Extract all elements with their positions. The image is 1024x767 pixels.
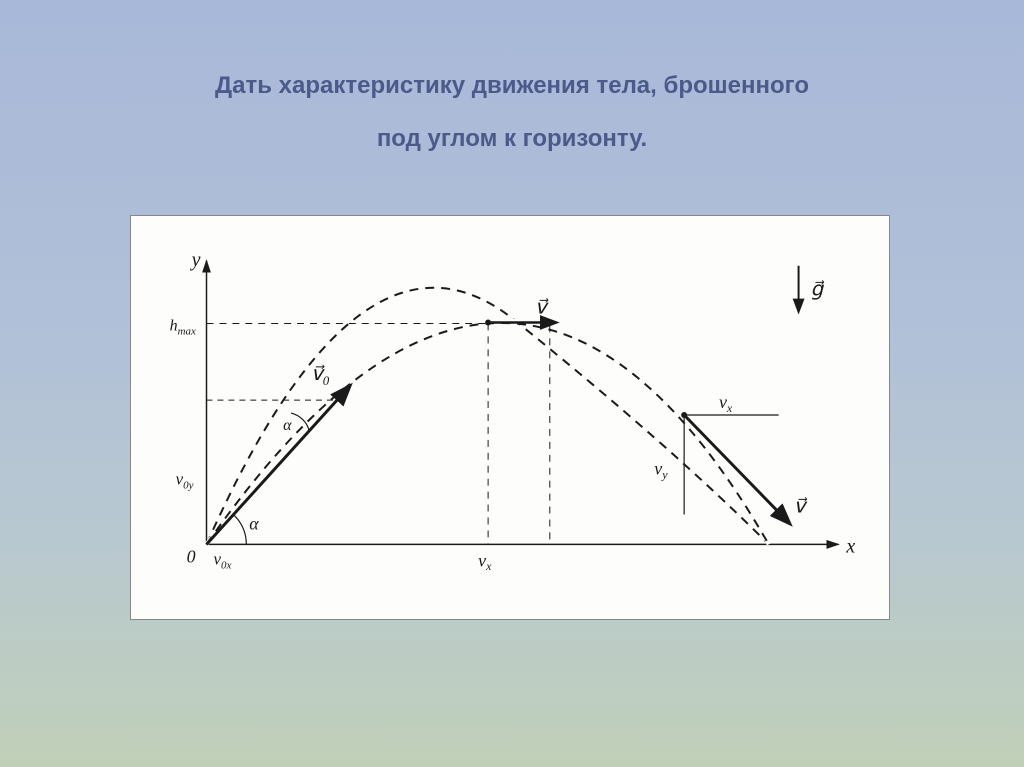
x-axis-label: x bbox=[845, 535, 855, 557]
origin-label: 0 bbox=[187, 546, 196, 566]
slide-title: Дать характеристику движения тела, броше… bbox=[0, 0, 1024, 166]
hmax-label: hmax bbox=[170, 317, 196, 337]
descending-vx-label: vx bbox=[719, 392, 733, 415]
descending-vy-label: vy bbox=[654, 459, 668, 482]
physics-diagram: x y 0 hmax v⃗0 α α v0x v0y bbox=[131, 216, 889, 619]
title-line-2: под углом к горизонту. bbox=[0, 113, 1024, 166]
v0y-label: v0y bbox=[176, 470, 194, 492]
gravity-label: g⃗ bbox=[811, 279, 825, 301]
apex-v-label: v⃗ bbox=[535, 297, 549, 319]
angle-label-origin: α bbox=[249, 513, 259, 533]
descending-v-label: v⃗ bbox=[794, 496, 808, 518]
v0-label: v⃗0 bbox=[311, 363, 330, 388]
angle-arc-origin bbox=[233, 515, 246, 545]
apex-vx-label: vx bbox=[478, 550, 492, 573]
diagram-panel: x y 0 hmax v⃗0 α α v0x v0y bbox=[130, 215, 890, 620]
title-line-1: Дать характеристику движения тела, броше… bbox=[0, 60, 1024, 113]
initial-velocity-vector bbox=[207, 387, 349, 544]
y-axis-label: y bbox=[190, 249, 201, 271]
angle-label-v0: α bbox=[283, 417, 292, 434]
v0x-label: v0x bbox=[213, 549, 231, 571]
descending-velocity-vector bbox=[684, 415, 788, 522]
